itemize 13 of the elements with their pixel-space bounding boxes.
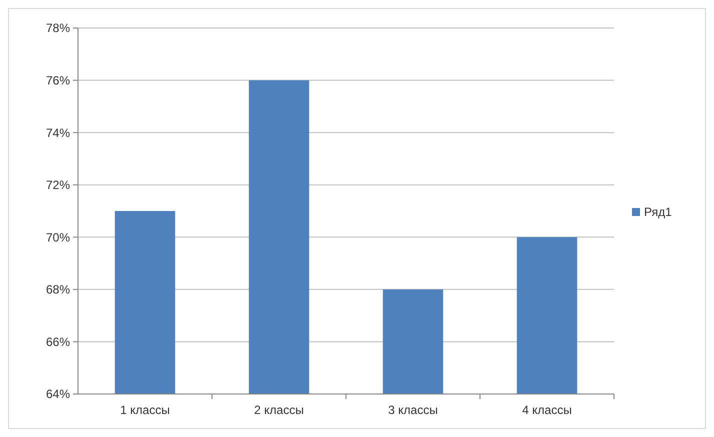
y-tick-label: 64% [46,387,70,402]
y-tick-label: 74% [46,126,70,140]
legend-label: Ряд1 [644,205,672,219]
y-tick-label: 70% [46,230,70,244]
y-tick-label: 72% [46,178,70,192]
y-tick-label: 66% [46,334,70,349]
x-tick-label: 1 классы [120,403,170,417]
x-tick-label: 3 классы [388,403,438,417]
x-tick-label: 2 классы [254,403,304,417]
y-tick-label: 68% [46,282,70,297]
y-tick-label: 78% [46,21,70,36]
x-tick-label: 4 классы [522,403,572,417]
y-tick-label: 76% [46,73,70,88]
